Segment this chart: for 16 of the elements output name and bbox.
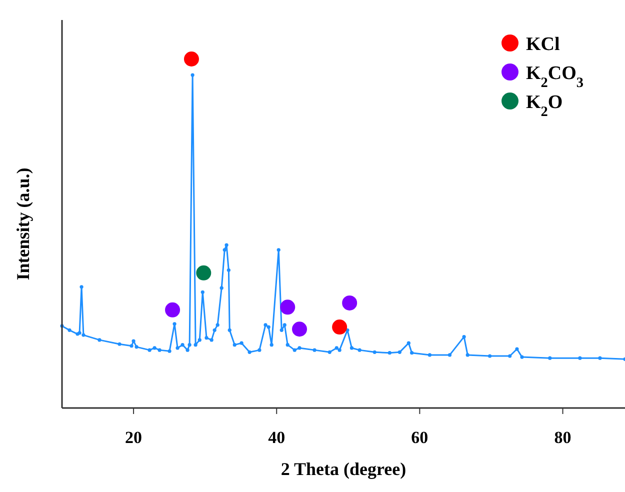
legend-label: KCl [526, 34, 560, 55]
x-tick-label: 80 [554, 428, 572, 447]
x-tick-label: 20 [125, 428, 142, 447]
x-tick-label: 40 [268, 428, 286, 447]
point [280, 300, 296, 315]
point [332, 320, 348, 335]
y-axis-title: Intensity (a.u.) [13, 168, 33, 280]
point [184, 52, 199, 66]
x-tick-label: 60 [411, 428, 428, 447]
legend-label: K$_{2}$CO$_{3}$ [526, 63, 584, 91]
point [342, 295, 358, 310]
legend-label: K$_{2}$O [526, 92, 563, 120]
point [292, 322, 308, 337]
point [196, 265, 212, 280]
point [165, 302, 180, 318]
x-axis-title: 2 Theta (degree) [280, 459, 406, 479]
